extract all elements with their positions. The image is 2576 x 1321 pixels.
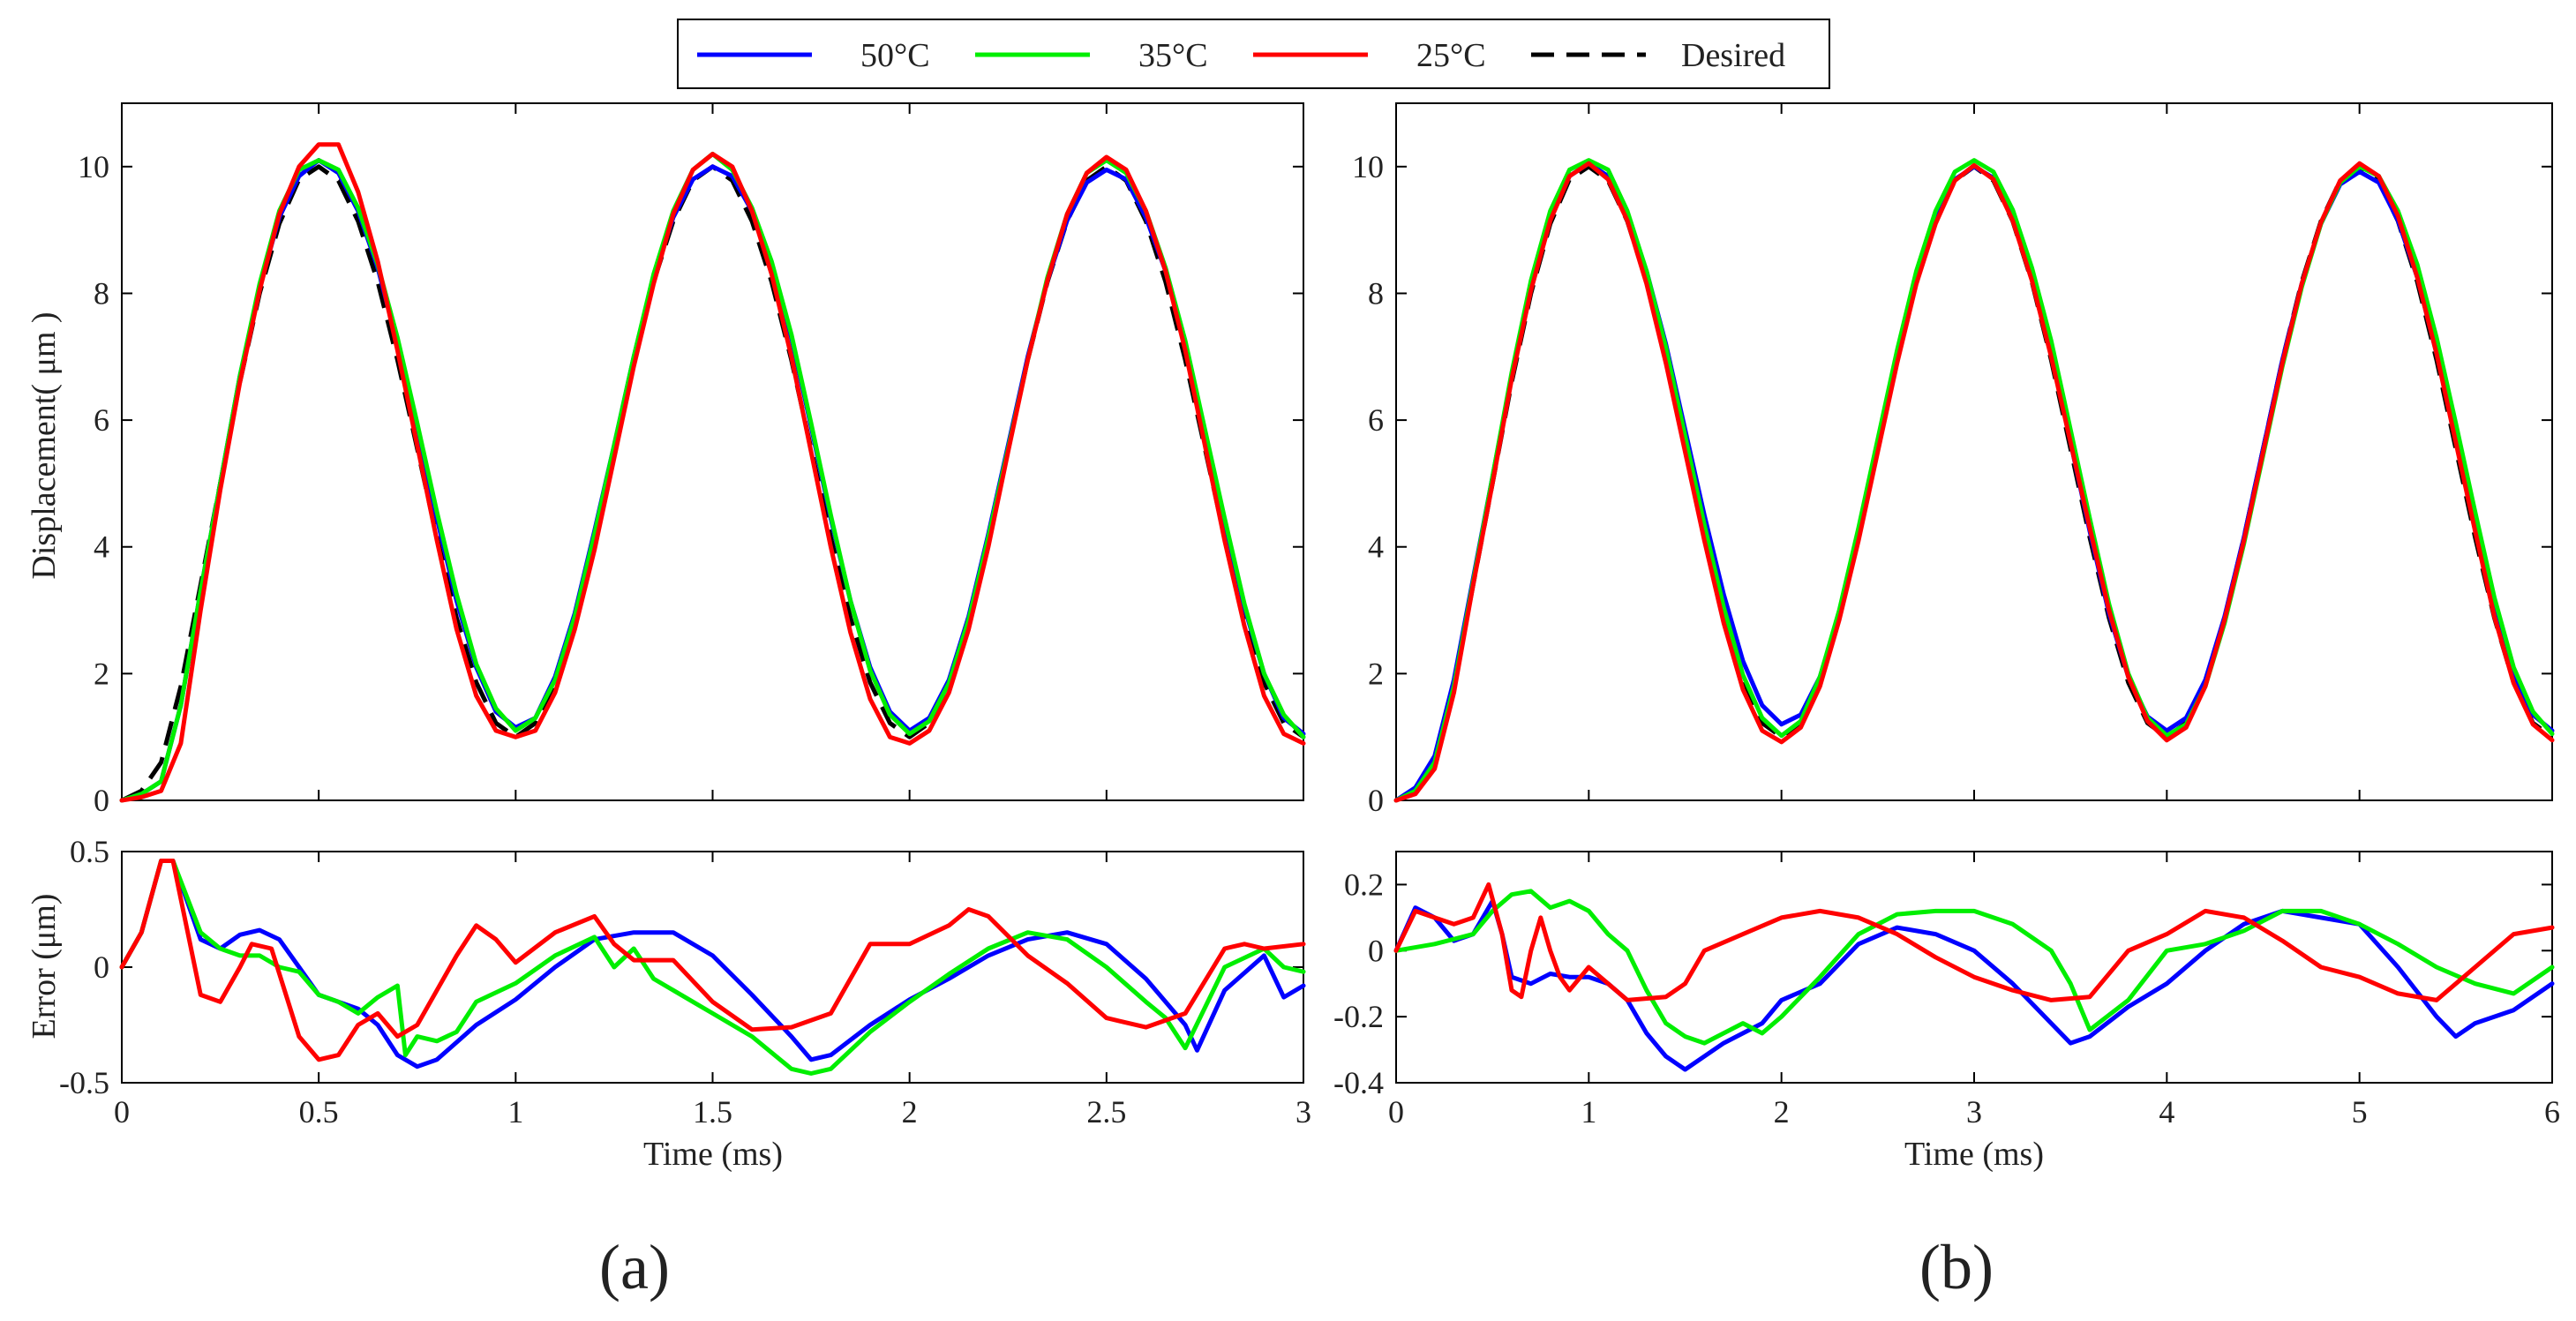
a-error-xtick-label: 1.5 xyxy=(693,1094,732,1130)
a-displacement-ytick-label: 0 xyxy=(94,783,109,818)
a-displacement-series-25c xyxy=(119,142,1306,803)
legend-label-50c: 50°C xyxy=(860,37,930,74)
b-displacement-ytick-label: 6 xyxy=(1368,402,1384,438)
a-displacement-ytick-label: 2 xyxy=(94,656,109,691)
a-error-xtick-label: 3 xyxy=(1296,1094,1311,1130)
b-error-xtick-label: 0 xyxy=(1388,1094,1404,1130)
b-displacement-ytick-label: 8 xyxy=(1368,275,1384,311)
b-error-xtick-label: 5 xyxy=(2352,1094,2368,1130)
a-displacement-ytick-label: 8 xyxy=(94,275,109,311)
b-error-ytick-label: -0.4 xyxy=(1333,1065,1384,1100)
a-displacement-ytick-label: 6 xyxy=(94,402,109,438)
panel-a-ylabel: Displacement( μm ) xyxy=(26,311,63,579)
b-error-series-50c xyxy=(1393,898,2555,1072)
panel-b-error-axes: 0 1 2 3 4 5 6 -0.4 -0.2 0 0.2 xyxy=(1333,851,2560,1130)
a-error-xtick-label: 0.5 xyxy=(299,1094,339,1130)
a-error-series-35c xyxy=(119,859,1306,1076)
b-error-ytick-label: 0.2 xyxy=(1344,867,1384,902)
a-error-series-25c xyxy=(119,859,1306,1062)
panel-b-letter: (b) xyxy=(1919,1232,1994,1302)
b-error-xtick-label: 3 xyxy=(1966,1094,1982,1130)
b-displacement-series-desired xyxy=(1394,164,2554,803)
a-displacement-series-desired xyxy=(120,164,1305,803)
b-error-xtick-label: 2 xyxy=(1774,1094,1790,1130)
a-error-xtick-label: 0 xyxy=(114,1094,130,1130)
legend-label-25c: 25°C xyxy=(1416,37,1486,74)
b-displacement-series-35c xyxy=(1393,158,2555,803)
a-displacement-ytick-label: 10 xyxy=(78,149,109,184)
b-error-xtick-label: 4 xyxy=(2159,1094,2174,1130)
a-error-xtick-label: 2.5 xyxy=(1086,1094,1126,1130)
b-error-ytick-label: -0.2 xyxy=(1333,999,1384,1034)
panel-a-error-axes: 0 0.5 1 1.5 2 2.5 3-0.500.5 xyxy=(59,834,1311,1130)
panel-b-displacement-axes: 0 2 4 6 8 10 xyxy=(1352,102,2555,818)
legend-label-35c: 35°C xyxy=(1138,37,1208,74)
a-error-ytick-label: 0.5 xyxy=(70,834,109,869)
b-displacement-ytick-label: 4 xyxy=(1368,529,1384,565)
b-displacement-series-25c xyxy=(1393,161,2555,803)
legend-label-desired: Desired xyxy=(1681,37,1785,74)
panel-b-xlabel: Time (ms) xyxy=(1904,1136,2044,1173)
b-error-series-25c xyxy=(1393,882,2555,1002)
b-error-series-35c xyxy=(1393,889,2555,1046)
a-displacement-series-50c xyxy=(119,158,1306,803)
b-displacement-ytick-label: 2 xyxy=(1368,656,1384,691)
panel-a-xlabel: Time (ms) xyxy=(643,1136,783,1173)
b-error-xtick-label: 1 xyxy=(1581,1094,1596,1130)
b-error-xtick-label: 6 xyxy=(2544,1094,2560,1130)
b-error-ytick-label: 0 xyxy=(1368,933,1384,968)
b-displacement-frame xyxy=(1395,102,2553,801)
panel-a-error-ylabel: Error (μm) xyxy=(26,894,63,1040)
panel-a-displacement-axes: 0 2 4 6 8 10 xyxy=(78,102,1306,818)
a-displacement-ytick-label: 4 xyxy=(94,529,109,565)
b-error-frame xyxy=(1395,851,2553,1084)
a-error-xtick-label: 2 xyxy=(902,1094,918,1130)
panel-a-letter: (a) xyxy=(599,1232,670,1302)
b-displacement-series-50c xyxy=(1393,161,2555,803)
b-displacement-ytick-label: 10 xyxy=(1352,149,1384,184)
a-displacement-frame xyxy=(121,102,1304,801)
legend: 50°C 35°C 25°C Desired xyxy=(677,19,1830,89)
a-displacement-series-35c xyxy=(119,152,1306,803)
a-error-ytick-label: -0.5 xyxy=(59,1065,109,1100)
a-error-xtick-label: 1 xyxy=(507,1094,523,1130)
a-error-series-50c xyxy=(119,859,1306,1070)
a-error-ytick-label: 0 xyxy=(94,949,109,985)
b-displacement-ytick-label: 0 xyxy=(1368,783,1384,818)
